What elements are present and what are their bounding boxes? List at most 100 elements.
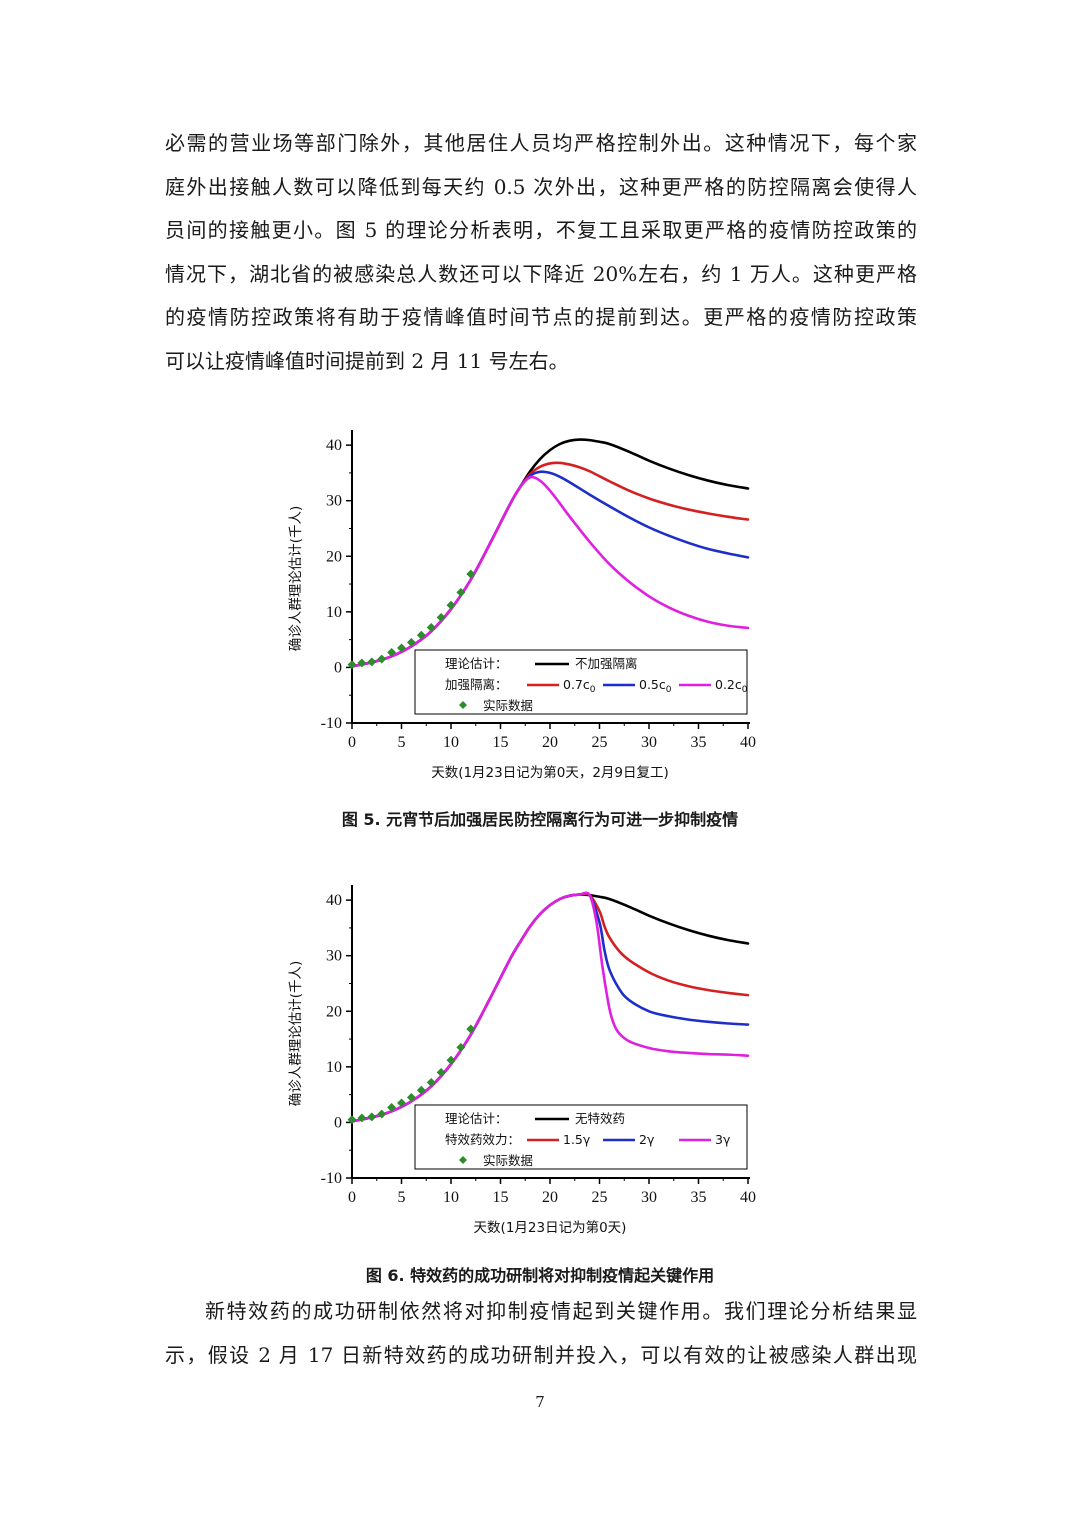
fig5-legend-row1-label: 理论估计： xyxy=(445,656,508,671)
fig5-x-axis-label: 天数(1月23日记为第0天，2月9日复工) xyxy=(431,764,669,781)
fig6-legend-box xyxy=(414,1104,748,1170)
figure-5-svg: -10 0 10 20 30 40 0 5 10 15 20 25 30 35 40 天数(1月23日记为第0… xyxy=(288,430,756,781)
figure-5-chart: -10 0 10 20 30 40 0 5 10 15 20 25 30 35 40 天数(1月23日记为第0… xyxy=(260,418,780,798)
fig5-x-tick-label: 30 xyxy=(641,734,657,751)
fig6-x-tick-label: 25 xyxy=(592,1189,608,1206)
fig6-series-line-2 xyxy=(350,892,750,1123)
fig6-data-point xyxy=(377,1109,387,1119)
fig6-y-axis-label: 确诊人群理论估计(千人) xyxy=(288,961,304,1107)
text-line: 情况下，湖北省的被感染总人数还可以下降近 20%左右，约 1 万人。这种更严格 xyxy=(165,261,917,286)
paragraph-fig5-discussion: 必需的营业场等部门除外，其他居住人员均严格控制外出。这种情况下，每个家 庭外出接… xyxy=(165,122,917,383)
fig6-y-tick-label: 40 xyxy=(326,892,342,909)
fig6-data-point xyxy=(416,1085,426,1095)
fig5-data-point xyxy=(396,643,407,653)
fig6-legend-entry: 2γ xyxy=(639,1132,655,1147)
fig6-y-tick-label: 10 xyxy=(326,1059,342,1076)
fig5-data-point xyxy=(406,637,416,647)
fig6-series-line-1 xyxy=(350,893,750,1123)
fig6-data-point xyxy=(387,1102,397,1112)
figure-6-svg: -10 0 10 20 30 40 0 5 10 15 20 25 30 35 40 天数(1月23日记为第0… xyxy=(288,885,756,1236)
fig5-legend-point-label: 实际数据 xyxy=(483,698,533,713)
fig6-legend-point-marker xyxy=(459,1156,467,1164)
figure-6-caption: 图 6. 特效药的成功研制将对抑制疫情起关键作用 xyxy=(365,1266,715,1285)
fig6-legend-entry: 3γ xyxy=(715,1132,731,1147)
fig5-legend-point-marker xyxy=(459,701,467,709)
fig5-legend-entry: 不加强隔离 xyxy=(575,656,638,671)
fig6-y-tick-label: 20 xyxy=(326,1003,342,1020)
fig5-y-tick-label: 30 xyxy=(326,493,342,510)
figure-5-caption: 图 5. 元宵节后加强居民防控隔离行为可进一步抑制疫情 xyxy=(341,810,739,829)
fig6-y-tick-label: 0 xyxy=(334,1114,342,1131)
fig6-series-line-4 xyxy=(350,891,750,1123)
text-line: 必需的营业场等部门除外，其他居住人员均严格控制外出。这种情况下，每个家 xyxy=(165,131,917,155)
fig5-x-tick-label: 25 xyxy=(592,734,608,751)
fig6-x-tick-label: 0 xyxy=(348,1189,356,1206)
fig6-data-point xyxy=(446,1055,456,1065)
text-line: 的疫情防控政策将有助于疫情峰值时间节点的提前到达。更严格的疫情防控政策 xyxy=(165,305,917,329)
fig6-series-line-3 xyxy=(350,891,750,1123)
fig5-data-point xyxy=(426,622,436,632)
fig5-legend-entry: 0.7c0 xyxy=(563,677,596,695)
text-line: 新特效药的成功研制依然将对抑制疫情起到关键作用。我们理论分析结果显 xyxy=(205,1299,917,1323)
fig5-x-tick-label: 20 xyxy=(542,734,558,751)
fig6-x-tick-label: 35 xyxy=(691,1189,707,1206)
fig6-legend: 理论估计： 特效药效力： 无特效药 1.5γ 2γ 3γ 实际数据 xyxy=(414,1104,748,1170)
fig6-data-point xyxy=(466,1024,476,1034)
fig6-data-point xyxy=(456,1042,466,1052)
fig6-x-tick-label: 40 xyxy=(740,1189,756,1206)
fig5-y-tick-label: 20 xyxy=(326,548,342,565)
fig5-legend-row2-label: 加强隔离： xyxy=(445,677,508,692)
figure-6-chart: -10 0 10 20 30 40 0 5 10 15 20 25 30 35 40 天数(1月23日记为第0… xyxy=(260,873,780,1253)
fig6-data-point xyxy=(367,1112,377,1122)
text-line: 庭外出接触人数可以降低到每天约 0.5 次外出，这种更严格的防控隔离会使得人 xyxy=(165,174,917,199)
fig5-x-tick-label: 0 xyxy=(348,734,356,751)
fig5-x-tick-label: 10 xyxy=(443,734,459,751)
fig6-data-point xyxy=(396,1098,407,1108)
fig6-y-tick-label: 30 xyxy=(326,948,342,965)
fig6-x-tick-label: 5 xyxy=(398,1189,406,1206)
page-number: 7 xyxy=(535,1393,545,1411)
fig5-x-tick-label: 15 xyxy=(493,734,509,751)
text-line: 可以让疫情峰值时间提前到 2 月 11 号左右。 xyxy=(165,348,569,373)
fig5-legend: 理论估计： 加强隔离： 不加强隔离 0.7c0 0.5c0 0.2c0 实际数据 xyxy=(414,649,748,715)
fig6-x-tick-label: 20 xyxy=(542,1189,558,1206)
fig5-x-tick-label: 5 xyxy=(398,734,406,751)
fig5-legend-entry: 0.5c0 xyxy=(639,677,672,695)
fig6-x-tick-label: 30 xyxy=(641,1189,657,1206)
fig6-y-tick-label: -10 xyxy=(321,1170,342,1187)
fig5-series-line-2 xyxy=(350,461,750,668)
fig5-y-tick-label: 0 xyxy=(334,659,342,676)
paragraph-drug-discussion: 新特效药的成功研制依然将对抑制疫情起到关键作用。我们理论分析结果显 示，假设 2… xyxy=(165,1290,917,1377)
fig5-data-point xyxy=(357,658,367,668)
fig5-data-point xyxy=(436,612,446,622)
fig5-x-tick-label: 40 xyxy=(740,734,756,751)
fig6-x-tick-label: 10 xyxy=(443,1189,459,1206)
fig6-x-axis-label: 天数(1月23日记为第0天) xyxy=(474,1219,627,1236)
fig6-legend-point-label: 实际数据 xyxy=(483,1153,533,1168)
fig5-y-tick-label: 10 xyxy=(326,604,342,621)
fig6-data-point xyxy=(357,1113,367,1123)
fig5-data-point xyxy=(377,654,387,664)
fig5-data-point xyxy=(367,657,377,667)
fig6-legend-entry: 无特效药 xyxy=(575,1111,625,1126)
text-line: 员间的接触更小。图 5 的理论分析表明，不复工且采取更严格的疫情防控政策的 xyxy=(165,218,917,242)
fig5-series-line-3 xyxy=(350,470,750,668)
fig6-data-point xyxy=(406,1092,416,1102)
fig6-data-point xyxy=(347,1115,357,1125)
fig5-legend-box xyxy=(414,649,748,715)
fig5-data-point xyxy=(347,660,357,670)
fig5-series-line-4 xyxy=(350,475,750,668)
fig6-legend-row1-label: 理论估计： xyxy=(445,1111,508,1126)
fig6-legend-row2-label: 特效药效力： xyxy=(445,1132,520,1147)
fig5-data-point xyxy=(466,569,476,579)
fig5-data-point xyxy=(456,587,466,597)
fig5-y-tick-label: 40 xyxy=(326,437,342,454)
fig5-legend-entry: 0.2c0 xyxy=(715,677,748,695)
text-line: 示，假设 2 月 17 日新特效药的成功研制并投入，可以有效的让被感染人群出现 xyxy=(165,1342,917,1367)
fig6-data-point xyxy=(426,1077,436,1087)
fig5-data-point xyxy=(446,600,456,610)
fig6-legend-entry: 1.5γ xyxy=(563,1132,591,1147)
fig5-y-tick-label: -10 xyxy=(321,715,342,732)
fig6-data-point xyxy=(436,1067,446,1077)
fig5-x-tick-label: 35 xyxy=(691,734,707,751)
